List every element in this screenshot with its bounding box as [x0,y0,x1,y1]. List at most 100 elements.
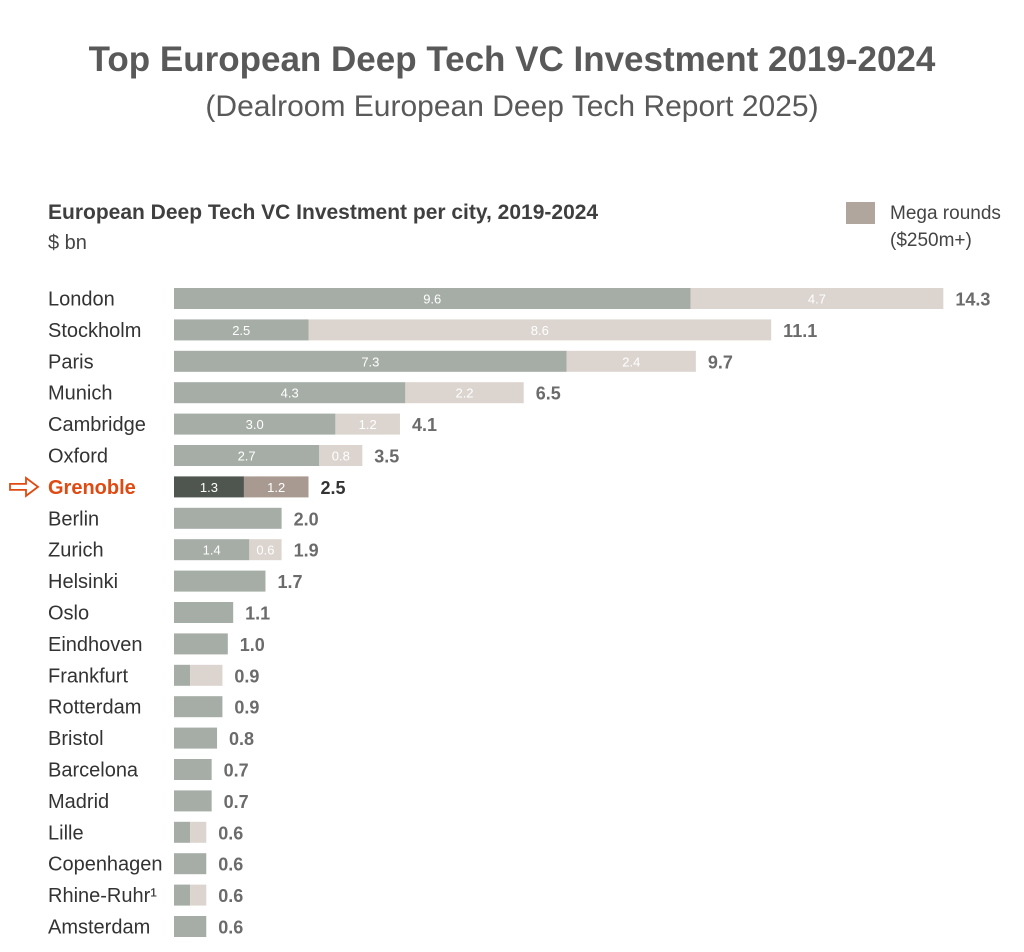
bar-segment-base [174,916,207,937]
bar-segment-mega [190,664,223,686]
bar-segment-label: 2.7 [238,449,256,464]
category-label: Munich [48,383,112,405]
bar-segment-base [174,633,228,655]
bar-segment-mega [249,539,282,561]
category-label: Cambridge [48,414,146,436]
bar-segment-base [174,476,244,498]
unit-label: $ bn [48,232,87,254]
category-label: Amsterdam [48,917,150,939]
bar-segment-base [174,759,212,780]
bar-total-label: 0.9 [234,666,259,686]
bar-total-label: 0.6 [218,918,243,938]
bar-total-label: 2.0 [294,509,319,529]
category-label: Rotterdam [48,697,141,719]
bar-segment-mega [405,382,524,404]
bar-segment-base [174,884,191,906]
category-label: Berlin [48,508,99,530]
bar-total-label: 1.7 [277,572,302,592]
bar-segment-base [174,696,223,718]
bar-segment-mega [190,884,207,906]
category-label: Lille [48,822,84,844]
category-label: Madrid [48,791,109,813]
bar-segment-base [174,821,191,843]
bar-total-label: 3.5 [374,447,399,467]
bar-total-label: 11.1 [783,321,817,341]
bar-segment-label: 7.3 [361,354,379,369]
bar-segment-label: 2.5 [232,323,250,338]
category-label: Oxford [48,446,108,468]
bar-segment-label: 1.2 [267,480,285,495]
chart-title: European Deep Tech VC Investment per cit… [48,201,599,224]
bar-segment-base [174,382,406,404]
bar-segment-mega [566,350,696,372]
bar-segment-base [174,790,212,812]
bar-segment-base [174,664,191,686]
bar-total-label: 14.3 [955,290,990,310]
bar-segment-base [174,507,282,529]
bar-segment-label: 1.2 [359,417,377,432]
category-label: Helsinki [48,571,118,593]
bar-segment-base [174,288,691,309]
bar-total-label: 2.5 [321,478,346,498]
legend-swatch-mega-rounds [846,202,875,224]
bar-segment-mega [335,413,400,435]
page-subtitle: (Dealroom European Deep Tech Report 2025… [205,90,819,123]
bar-segment-label: 3.0 [246,417,264,432]
category-label: Paris [48,351,94,373]
bar-segment-label: 4.3 [281,386,299,401]
category-label: Grenoble [48,477,136,499]
bar-total-label: 0.6 [218,886,243,906]
legend-label-line: ($250m+) [890,230,972,251]
page-title: Top European Deep Tech VC Investment 201… [88,40,936,79]
bar-segment-label: 0.8 [332,449,350,464]
bar-total-label: 0.6 [218,823,243,843]
bar-segment-base [174,350,567,372]
bar-segment-mega [308,319,772,341]
bar-total-label: 4.1 [412,415,437,435]
bar-segment-label: 1.4 [203,543,221,558]
bar-segment-base [174,727,218,749]
bar-segment-mega [190,821,207,843]
arrow-right-icon [9,476,40,498]
bar-total-label: 0.7 [224,761,249,781]
bar-segment-base [174,570,266,592]
bar-segment-base [174,853,207,875]
bar-segment-base [174,413,336,435]
category-label: London [48,289,115,311]
legend-label-mega-rounds: Mega rounds ($250m+) [890,200,1001,254]
bar-segment-label: 9.6 [423,292,441,307]
bar-segment-label: 4.7 [808,292,826,307]
bar-total-label: 1.1 [245,604,270,624]
bar-total-label: 6.5 [536,384,561,404]
bar-total-label: 1.0 [240,635,265,655]
bar-segment-label: 2.4 [622,354,640,369]
bar-segment-mega [319,445,363,466]
bar-segment-label: 0.6 [256,543,274,558]
category-label: Frankfurt [48,665,128,687]
category-label: Zurich [48,540,104,562]
bar-total-label: 0.7 [224,792,249,812]
category-label: Barcelona [48,760,139,782]
bar-segment-label: 1.3 [200,480,218,495]
bar-segment-label: 8.6 [531,323,549,338]
bar-total-label: 0.9 [234,698,259,718]
bar-total-label: 0.8 [229,729,254,749]
category-label: Bristol [48,728,104,750]
legend-label-line: Mega rounds [890,203,1001,224]
category-label: Rhine-Ruhr¹ [48,885,157,907]
category-label: Eindhoven [48,634,143,656]
bar-segment-base [174,602,234,623]
category-label: Copenhagen [48,854,163,876]
category-label: Oslo [48,603,89,625]
bar-segment-mega [243,476,309,498]
bar-total-label: 0.6 [218,855,243,875]
bar-segment-label: 2.2 [455,386,473,401]
bar-segment-base [174,539,250,561]
bar-segment-base [174,445,320,466]
bar-total-label: 1.9 [294,541,319,561]
category-label: Stockholm [48,320,141,342]
bar-segment-base [174,319,309,341]
bar-total-label: 9.7 [708,352,733,372]
bar-segment-mega [690,288,944,309]
